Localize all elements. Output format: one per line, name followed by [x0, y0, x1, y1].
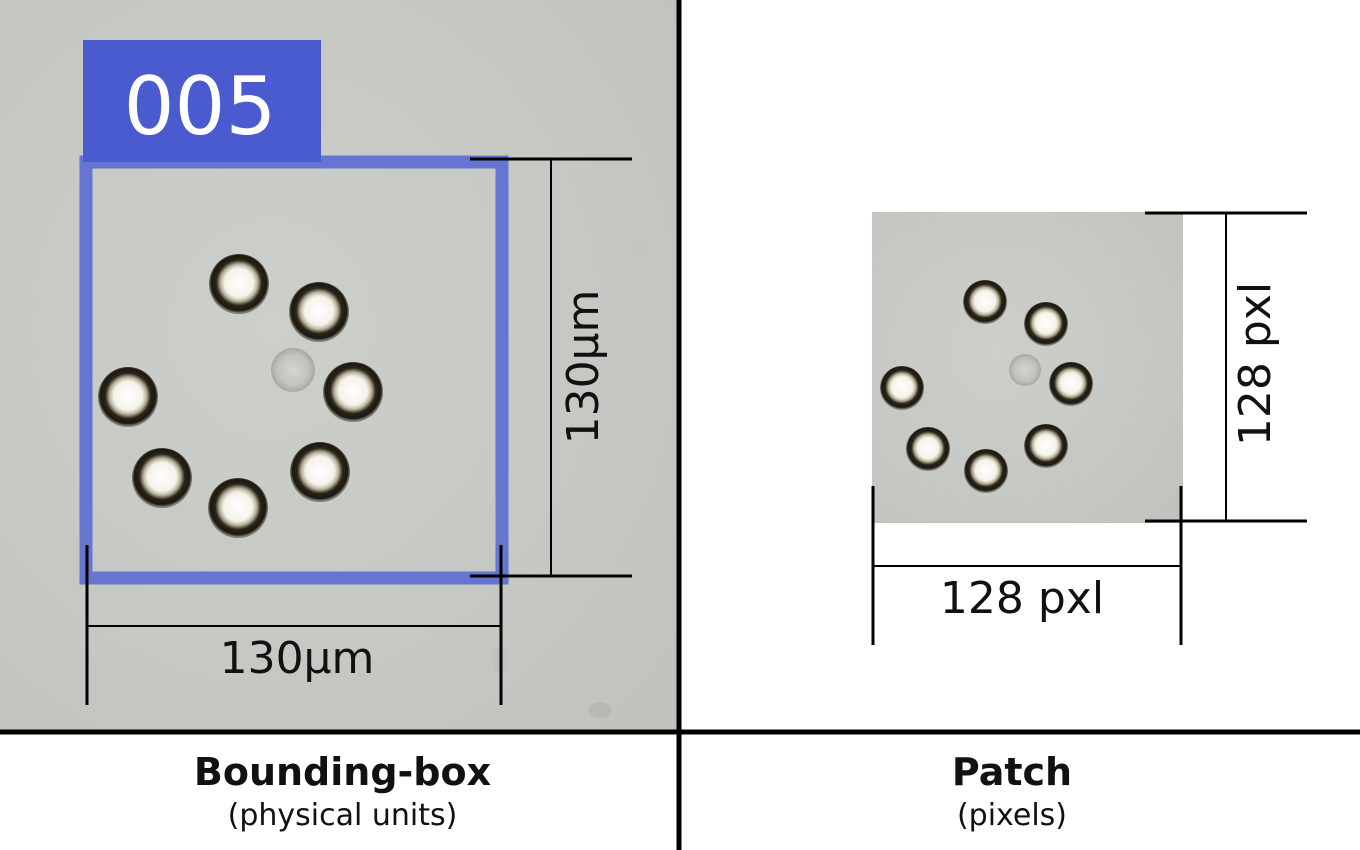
patch-width-label: 128 pxl	[940, 573, 1104, 624]
bead	[906, 427, 950, 471]
id-label: 005	[124, 60, 277, 153]
patch-caption: Patch (pixels)	[680, 748, 1344, 836]
bead	[289, 282, 349, 342]
debris	[588, 702, 612, 718]
id-label-background	[83, 40, 321, 162]
ghost-cell	[271, 348, 315, 392]
microscope-image: 005	[0, 0, 678, 730]
bounding-box-caption-title: Bounding-box	[193, 750, 492, 794]
bead	[132, 448, 192, 508]
bead	[208, 478, 268, 538]
patch-bead-ring	[880, 280, 1093, 493]
patch-caption-title: Patch	[951, 750, 1073, 794]
debris	[634, 240, 646, 260]
patch-caption-subtitle: (pixels)	[956, 798, 1068, 833]
bead	[290, 442, 350, 502]
patch-height-label: 128 pxl	[1230, 282, 1281, 446]
bead-ring	[98, 254, 383, 538]
ghost-cell	[1009, 354, 1041, 386]
bead	[963, 280, 1007, 324]
bead	[964, 449, 1008, 493]
bbox-width-label: 130μm	[220, 633, 375, 684]
bead	[323, 362, 383, 422]
patch-dimensions	[871, 211, 1307, 645]
bounding-box-caption: Bounding-box (physical units)	[0, 748, 685, 836]
bounding-box-caption-subtitle: (physical units)	[227, 798, 458, 833]
bead	[880, 366, 924, 410]
bead	[1024, 302, 1068, 346]
bead	[1024, 424, 1068, 468]
bead	[1049, 362, 1093, 406]
bbox-height-label: 130μm	[558, 290, 609, 445]
bbox-dimensions	[85, 157, 632, 705]
bead	[98, 367, 158, 427]
bead	[209, 254, 269, 314]
patch-image	[872, 212, 1183, 523]
